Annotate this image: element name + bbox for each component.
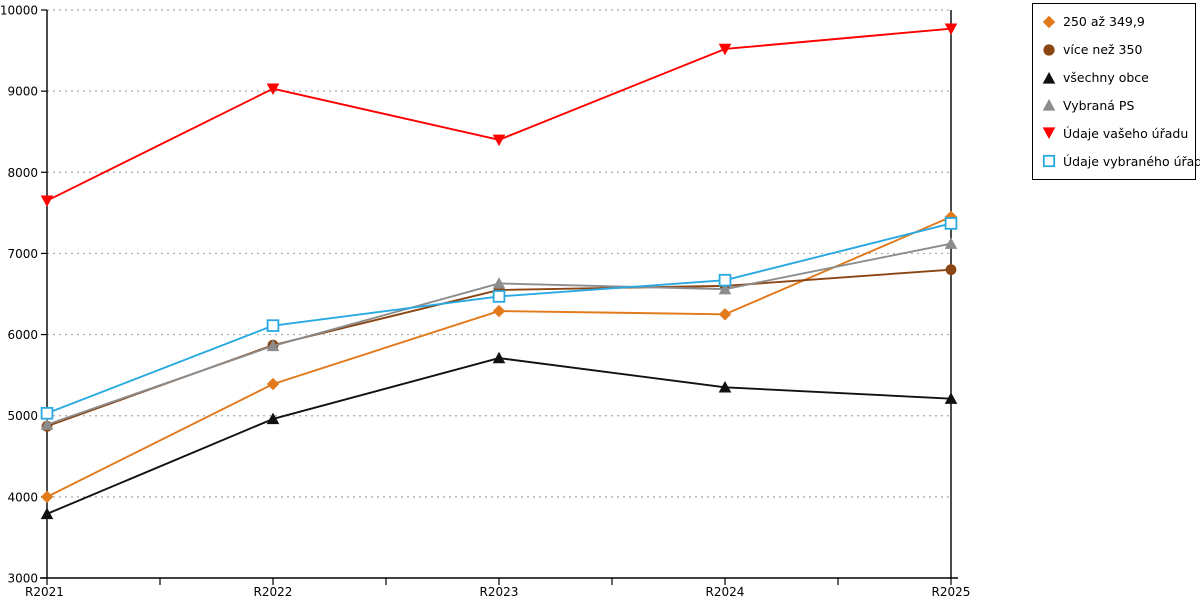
y-tick-label: 8000 bbox=[7, 166, 38, 180]
legend-item: všechny obce bbox=[1033, 66, 1195, 90]
triangle-up-icon bbox=[1042, 99, 1056, 111]
diamond-icon bbox=[1042, 15, 1056, 29]
legend-label: 250 až 349,9 bbox=[1063, 14, 1145, 30]
x-tick-label: R2022 bbox=[254, 585, 293, 599]
y-tick-label: 9000 bbox=[7, 85, 38, 99]
y-tick-label: 10000 bbox=[0, 4, 38, 18]
triangle-up-icon bbox=[1042, 71, 1056, 84]
legend-item: více než 350 bbox=[1033, 38, 1195, 62]
legend-item: 250 až 349,9 bbox=[1033, 10, 1195, 34]
series-circle bbox=[41, 264, 957, 432]
y-tick-label: 3000 bbox=[7, 572, 38, 586]
circle-icon bbox=[1043, 44, 1055, 56]
square-open-icon bbox=[1042, 154, 1056, 168]
series-square-open bbox=[40, 217, 958, 420]
series-triangle-up bbox=[40, 237, 958, 430]
x-tick-label: R2025 bbox=[932, 585, 971, 599]
triangle-down-icon bbox=[1042, 127, 1056, 140]
y-tick-label: 7000 bbox=[7, 247, 38, 261]
y-tick-label: 4000 bbox=[7, 490, 38, 504]
legend-label: všechny obce bbox=[1063, 70, 1149, 86]
legend-item: Údaje vybraného úřadu bbox=[1033, 149, 1200, 173]
legend-item: Údaje vašeho úřadu bbox=[1033, 121, 1195, 145]
legend-label: Údaje vybraného úřadu bbox=[1063, 153, 1200, 169]
legend-item: Vybraná PS bbox=[1033, 93, 1195, 117]
legend: 250 až 349,9 více než 350 všechny obce V… bbox=[1032, 3, 1200, 180]
legend-label: Údaje vašeho úřadu bbox=[1063, 125, 1189, 141]
series-triangle-down bbox=[40, 23, 958, 207]
legend-label: Vybraná PS bbox=[1063, 97, 1135, 113]
series-triangle-up bbox=[40, 351, 958, 520]
x-tick-label: R2021 bbox=[25, 585, 64, 599]
x-tick-label: R2024 bbox=[706, 585, 745, 599]
y-tick-label: 5000 bbox=[7, 409, 38, 423]
y-tick-label: 6000 bbox=[7, 328, 38, 342]
x-tick-label: R2023 bbox=[480, 585, 519, 599]
legend-label: více než 350 bbox=[1063, 42, 1143, 58]
